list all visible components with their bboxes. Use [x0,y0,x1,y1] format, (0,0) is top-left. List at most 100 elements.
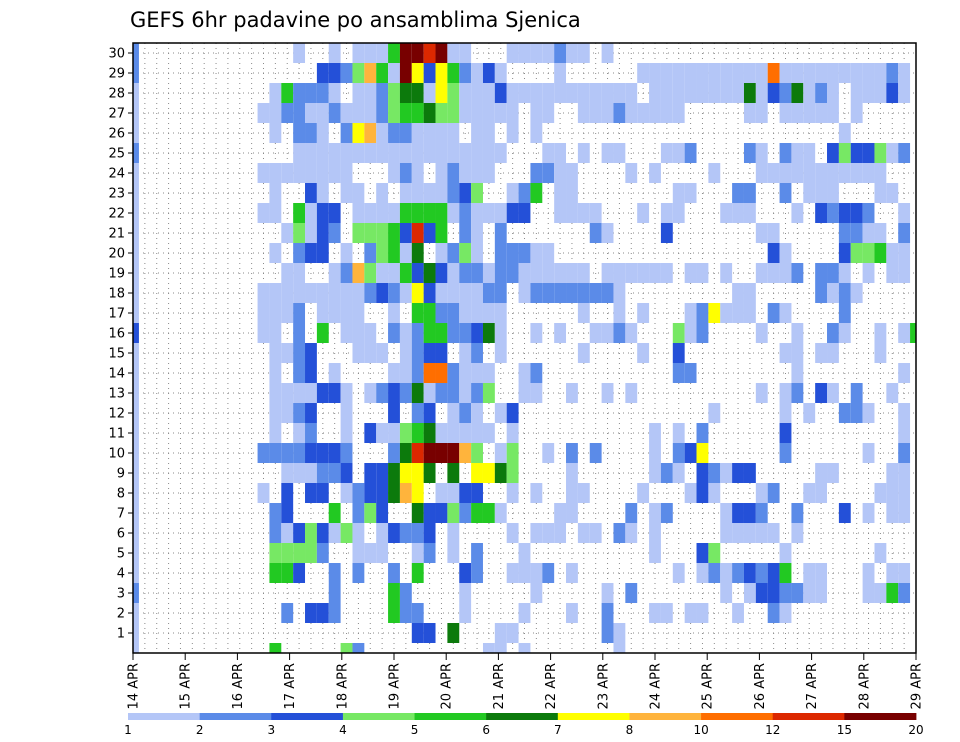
heatmap-cell [743,143,756,163]
heatmap-cell [482,363,495,383]
heatmap-cell [601,623,614,643]
heatmap-cell [411,323,424,343]
heatmap-cell [376,63,389,83]
colorbar-swatch [128,713,201,720]
heatmap-cell [637,103,650,123]
heatmap-cell [328,583,341,603]
heatmap-cell [767,583,780,603]
heatmap-cell [293,243,306,263]
heatmap-cell [269,543,282,563]
heatmap-cell [399,223,412,243]
heatmap-cell [779,83,792,103]
x-tick-label: 26 APR [753,663,768,709]
heatmap-cell [447,443,460,463]
heatmap-cell [328,303,341,323]
heatmap-cell [435,83,448,103]
heatmap-cell [328,563,341,583]
heatmap-cell [257,443,270,463]
heatmap-cell [459,503,472,523]
heatmap-cell [352,103,365,123]
heatmap-cell [133,423,139,443]
heatmap-cell [316,103,329,123]
y-axis-ticks: 1234567891011121314151617181920212223242… [108,47,133,642]
heatmap-cell [435,363,448,383]
heatmap-cell [672,363,685,383]
heatmap-cell [293,323,306,343]
heatmap-cell [133,443,139,463]
heatmap-cell [672,463,685,483]
heatmap-cell [471,563,483,583]
heatmap-cell [566,203,578,223]
heatmap-cell [577,523,590,543]
heatmap-cell [435,503,448,523]
heatmap-cell [566,183,578,203]
y-tick-label: 15 [108,347,125,362]
x-tick-label: 23 APR [596,663,611,709]
heatmap-cell [530,283,543,303]
heatmap-cell [767,243,780,263]
heatmap-cell [743,523,756,543]
heatmap-cell [672,83,685,103]
heatmap-cell [696,463,709,483]
heatmap-cell [269,323,282,343]
heatmap-cell [376,423,389,443]
heatmap-cell [471,163,483,183]
heatmap-cell [471,463,483,483]
heatmap-cell [328,443,341,463]
heatmap-cell [328,283,341,303]
heatmap-cell [364,223,377,243]
heatmap-cell [471,63,483,83]
y-tick-label: 21 [108,227,125,242]
heatmap-cell [827,63,839,83]
heatmap-cell [589,523,602,543]
heatmap-cell [388,563,400,583]
heatmap-cell [328,43,341,63]
heatmap-cell [494,643,507,653]
heatmap-cell [133,543,139,563]
colorbar-label: 10 [693,723,708,737]
heatmap-cell [649,423,661,443]
heatmap-cell [838,223,851,243]
heatmap-cell [755,583,768,603]
heatmap-cell [423,303,436,323]
heatmap-cell [133,103,139,123]
heatmap-cell [482,143,495,163]
heatmap-cell [376,243,389,263]
heatmap-cell [293,423,306,443]
heatmap-cell [423,223,436,243]
x-tick-label: 28 APR [857,663,872,709]
heatmap-cell [305,103,317,123]
heatmap-cell [589,443,602,463]
heatmap-cell [743,463,756,483]
y-tick-label: 29 [108,67,125,82]
heatmap-cell [316,383,329,403]
heatmap-cell [281,443,294,463]
y-tick-label: 20 [108,247,125,262]
heatmap-cell [269,303,282,323]
heatmap-cell [447,483,460,503]
heatmap-cell [518,563,531,583]
heatmap-cell [637,203,650,223]
heatmap-cell [388,163,400,183]
heatmap-cell [305,483,317,503]
heatmap-cell [133,623,139,643]
heatmap-cell [411,423,424,443]
heatmap-cell [482,463,495,483]
heatmap-cell [328,143,341,163]
heatmap-cell [376,223,389,243]
heatmap-cell [518,243,531,263]
heatmap-cell [340,63,353,83]
heatmap-cell [435,423,448,443]
heatmap-cell [660,83,673,103]
heatmap-cell [518,183,531,203]
heatmap-cell [708,403,721,423]
heatmap-cell [827,83,839,103]
heatmap-cell [340,443,353,463]
heatmap-cell [340,323,353,343]
heatmap-cell [577,303,590,323]
heatmap-cell [862,203,875,223]
heatmap-cell [281,343,294,363]
heatmap-cell [886,263,899,283]
heatmap-cell [328,223,341,243]
heatmap-cell [886,563,899,583]
